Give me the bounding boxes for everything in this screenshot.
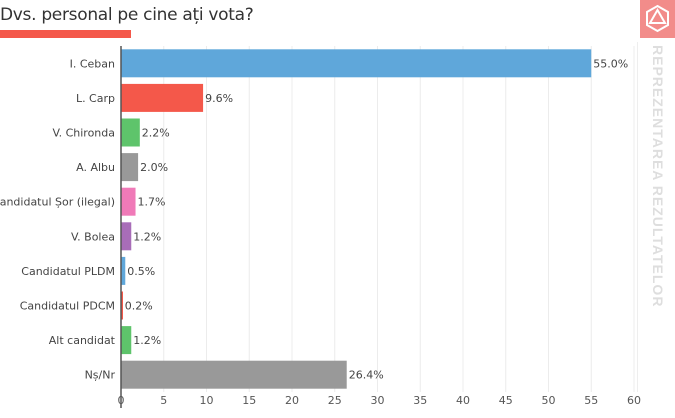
x-tick-label: 35 xyxy=(413,394,427,407)
category-label: A. Albu xyxy=(76,161,115,174)
x-tick-label: 40 xyxy=(456,394,470,407)
data-label: 1.2% xyxy=(133,334,161,347)
data-label: 2.2% xyxy=(142,127,170,140)
category-label: Nș/Nr xyxy=(85,369,116,382)
category-label: L. Carp xyxy=(76,92,115,105)
divider xyxy=(637,42,638,392)
data-label: 2.0% xyxy=(140,161,168,174)
bar xyxy=(121,187,136,216)
data-label: 26.4% xyxy=(349,369,384,382)
bar xyxy=(121,291,123,320)
x-tick-label: 30 xyxy=(371,394,385,407)
x-tick-label: 60 xyxy=(627,394,641,407)
bar xyxy=(121,360,347,389)
x-tick-label: 10 xyxy=(200,394,214,407)
data-label: 1.2% xyxy=(133,230,161,243)
bar xyxy=(121,49,592,78)
logo-icon xyxy=(640,0,675,38)
data-label: 9.6% xyxy=(205,92,233,105)
x-tick-label: 20 xyxy=(285,394,299,407)
x-tick-label: 25 xyxy=(328,394,342,407)
data-label: 0.2% xyxy=(125,300,153,313)
category-label: Candidatul Șor (ilegal) xyxy=(0,196,115,209)
bar xyxy=(121,118,140,147)
category-label: Candidatul PLDM xyxy=(21,265,115,278)
data-label: 55.0% xyxy=(593,57,628,70)
x-tick-label: 45 xyxy=(499,394,513,407)
x-tick-label: 55 xyxy=(584,394,598,407)
data-label: 0.5% xyxy=(127,265,155,278)
x-tick-label: 15 xyxy=(242,394,256,407)
bar xyxy=(121,83,204,112)
bar xyxy=(121,222,132,251)
category-label: V. Chironda xyxy=(52,127,115,140)
category-label: Candidatul PDCM xyxy=(20,300,115,313)
category-label: Alt candidat xyxy=(49,334,116,347)
title-underline xyxy=(0,30,131,38)
bar xyxy=(121,326,132,355)
bar xyxy=(121,256,126,285)
bar xyxy=(121,153,139,182)
x-tick-label: 50 xyxy=(542,394,556,407)
x-tick-label: 5 xyxy=(160,394,167,407)
data-label: 1.7% xyxy=(138,196,166,209)
category-label: V. Bolea xyxy=(71,230,115,243)
side-banner-label: REPREZENTAREA REZULTATELOR xyxy=(650,45,666,308)
category-label: I. Ceban xyxy=(70,57,115,70)
page-title: Dvs. personal pe cine ați vota? xyxy=(0,5,254,25)
